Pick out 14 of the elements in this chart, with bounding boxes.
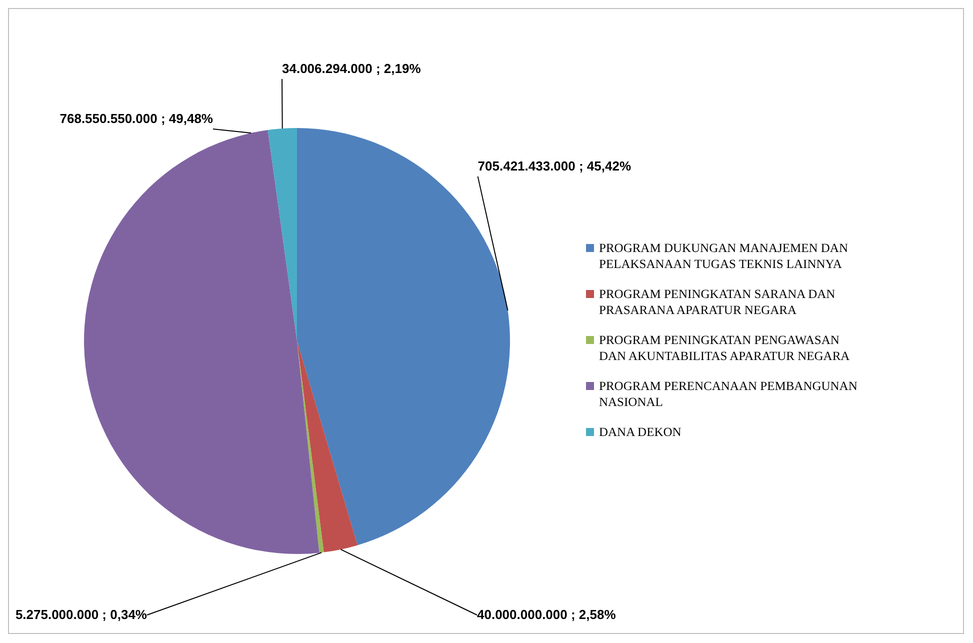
data-label: 5.275.000.000 ; 0,34% xyxy=(15,607,148,622)
data-label: 768.550.550.000 ; 49,48% xyxy=(60,111,214,126)
data-label: 40.000.000.000 ; 2,58% xyxy=(477,607,616,622)
data-label: 34.006.294.000 ; 2,19% xyxy=(282,61,422,76)
pie-slice xyxy=(84,130,320,554)
legend-label: PROGRAM PENINGKATAN SARANA DAN PRASARANA APARATUR NEGARA xyxy=(599,287,836,317)
legend-label: PROGRAM PERENCANAAN PEMBANGUNAN NASIONAL xyxy=(599,379,858,409)
pie-slice xyxy=(268,128,297,341)
legend-label: PROGRAM PENINGKATAN PENGAWASAN DAN AKUNTABILITAS APARATUR NEGARA xyxy=(599,333,850,363)
legend-label: DANA DEKON xyxy=(599,425,682,439)
pie-slice xyxy=(297,341,358,552)
legend-label: PROGRAM DUKUNGAN MANAJEMEN DAN PELAKSANAAN TUGAS TEKNIS LAINNYA xyxy=(599,241,848,271)
pie-slice xyxy=(297,341,324,553)
data-label: 705.421.433.000 ; 45,42% xyxy=(478,158,632,174)
